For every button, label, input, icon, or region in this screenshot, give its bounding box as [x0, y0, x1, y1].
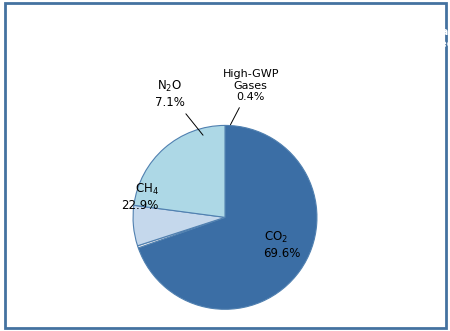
Wedge shape [134, 125, 225, 217]
Wedge shape [138, 125, 317, 309]
Text: Figure 1: Contribution of Anthropogenic Emissions of Greenhouse Gases to the
Enh: Figure 1: Contribution of Anthropogenic … [15, 27, 450, 49]
Text: CO$_2$
69.6%: CO$_2$ 69.6% [264, 230, 301, 260]
Wedge shape [133, 205, 225, 246]
Wedge shape [138, 217, 225, 248]
Text: CH$_4$
22.9%: CH$_4$ 22.9% [122, 182, 159, 212]
Text: High-GWP
Gases
0.4%: High-GWP Gases 0.4% [222, 69, 279, 125]
Text: N$_2$O
7.1%: N$_2$O 7.1% [155, 79, 203, 135]
